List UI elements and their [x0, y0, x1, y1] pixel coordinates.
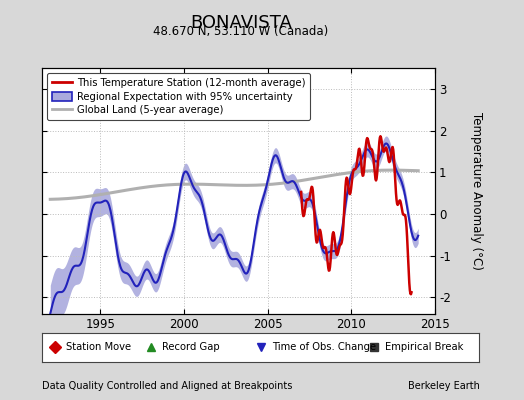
Text: Time of Obs. Change: Time of Obs. Change [271, 342, 376, 352]
Y-axis label: Temperature Anomaly (°C): Temperature Anomaly (°C) [471, 112, 484, 270]
Text: Station Move: Station Move [66, 342, 131, 352]
Text: Berkeley Earth: Berkeley Earth [408, 381, 479, 391]
Text: 48.670 N, 53.110 W (Canada): 48.670 N, 53.110 W (Canada) [154, 25, 329, 38]
Text: Empirical Break: Empirical Break [385, 342, 464, 352]
Legend: This Temperature Station (12-month average), Regional Expectation with 95% uncer: This Temperature Station (12-month avera… [47, 73, 310, 120]
Text: Data Quality Controlled and Aligned at Breakpoints: Data Quality Controlled and Aligned at B… [42, 381, 292, 391]
Text: Record Gap: Record Gap [162, 342, 220, 352]
Text: BONAVISTA: BONAVISTA [190, 14, 292, 32]
